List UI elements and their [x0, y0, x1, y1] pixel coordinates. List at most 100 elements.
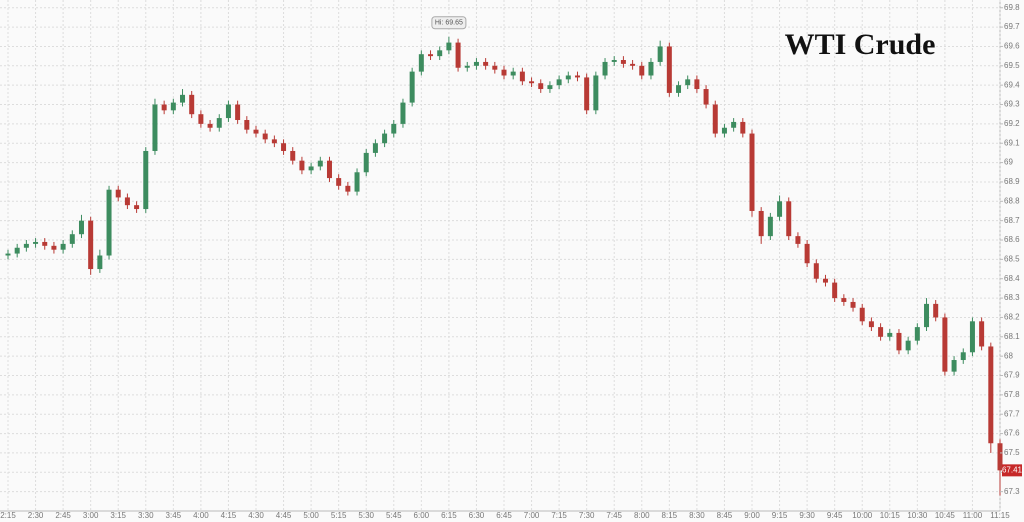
x-tick-label: 3:00 — [83, 511, 99, 520]
candle-body — [565, 75, 571, 80]
candle-body — [317, 160, 323, 167]
x-tick-label: 6:30 — [469, 511, 485, 520]
candle-body — [106, 189, 112, 256]
candle-body — [859, 307, 865, 322]
y-tick-label: 67.5 — [1004, 448, 1020, 457]
x-tick-label: 9:15 — [772, 511, 788, 520]
candle-body — [216, 118, 222, 128]
candle-body — [428, 54, 434, 57]
candle-body — [878, 327, 884, 337]
candle-body — [437, 50, 443, 57]
x-tick-label: 9:30 — [799, 511, 815, 520]
x-tick-label: 4:00 — [193, 511, 209, 520]
x-tick-label: 3:30 — [138, 511, 154, 520]
candle-body — [189, 94, 195, 115]
x-tick-label: 6:15 — [441, 511, 457, 520]
y-tick-label: 69.4 — [1004, 80, 1020, 89]
candle-body — [271, 139, 277, 144]
candle-body — [455, 42, 461, 68]
candle-body — [464, 65, 470, 68]
grid — [0, 0, 1001, 511]
candle-body — [942, 317, 948, 372]
annotation-box — [431, 16, 467, 30]
candles — [5, 36, 1003, 496]
y-tick-label: 68.4 — [1004, 274, 1020, 283]
candle-body — [88, 220, 94, 270]
candle-body — [924, 303, 930, 328]
candle-body — [933, 303, 939, 318]
x-tick-label: 3:45 — [166, 511, 182, 520]
candle-body — [207, 123, 213, 128]
candle-body — [666, 46, 672, 93]
x-tick-label: 5:45 — [386, 511, 402, 520]
x-tick-label: 2:45 — [55, 511, 71, 520]
candle-body — [841, 298, 847, 302]
candle-body — [529, 81, 535, 84]
candle-body — [731, 121, 737, 128]
candle-body — [630, 63, 636, 66]
x-tick-label: 6:00 — [414, 511, 430, 520]
x-tick-label: 7:15 — [551, 511, 567, 520]
x-tick-label: 8:45 — [717, 511, 733, 520]
candle-body — [648, 61, 654, 76]
candle-body — [703, 89, 709, 105]
candle-body — [593, 75, 599, 111]
candle-body — [124, 197, 130, 206]
x-tick-label: 6:45 — [496, 511, 512, 520]
candle-body — [244, 120, 250, 130]
candle-body — [712, 104, 718, 134]
candle-body — [161, 104, 167, 111]
candle-body — [620, 60, 626, 64]
candle-body — [198, 114, 204, 124]
x-tick-label: 5:15 — [331, 511, 347, 520]
annotation: Hi: 69.65 — [435, 20, 463, 27]
x-tick-label: 11:00 — [963, 511, 983, 520]
x-tick-label: 7:30 — [579, 511, 595, 520]
x-tick-label: 4:15 — [221, 511, 237, 520]
x-tick-label: 2:15 — [0, 511, 16, 520]
x-tick-label: 2:30 — [28, 511, 44, 520]
y-tick-label: 69 — [1004, 158, 1013, 167]
x-tick-label: 7:00 — [524, 511, 540, 520]
candle-body — [409, 71, 415, 103]
x-tick-label: 11:15 — [990, 511, 1010, 520]
candle-body — [804, 243, 810, 264]
y-tick-label: 68.2 — [1004, 313, 1020, 322]
candle-body — [345, 185, 351, 192]
candle-body — [299, 160, 305, 171]
candle-body — [721, 127, 727, 134]
candle-body — [492, 65, 498, 70]
candle-body — [143, 150, 149, 210]
y-tick-label: 67.7 — [1004, 409, 1020, 418]
y-tick-label: 68.5 — [1004, 254, 1020, 263]
candle-body — [832, 282, 838, 299]
y-tick-label: 69.1 — [1004, 138, 1020, 147]
candle-body — [326, 160, 332, 179]
candle-body — [225, 104, 231, 119]
x-tick-label: 9:45 — [827, 511, 843, 520]
y-tick-label: 69.5 — [1004, 61, 1020, 70]
candle-body — [400, 102, 406, 124]
last-price-label: 67.41 — [1002, 465, 1023, 474]
candle-body — [777, 201, 783, 217]
candle-body — [547, 85, 553, 90]
candle-body — [556, 79, 562, 86]
candle-body — [281, 143, 287, 151]
y-tick-label: 68.1 — [1004, 332, 1020, 341]
candle-body — [584, 77, 590, 111]
x-tick-label: 8:00 — [634, 511, 650, 520]
y-tick-label: 69.7 — [1004, 22, 1020, 31]
y-tick-label: 68.6 — [1004, 235, 1020, 244]
candle-body — [510, 71, 516, 76]
x-tick-label: 3:15 — [110, 511, 126, 520]
candle-body — [639, 65, 645, 76]
x-tick-label: 10:45 — [935, 511, 956, 520]
x-tick-label: 8:30 — [689, 511, 705, 520]
candle-body — [5, 253, 11, 256]
y-tick-label: 69.8 — [1004, 3, 1020, 12]
candle-body — [14, 247, 20, 254]
candle-body — [979, 321, 985, 347]
candle-body — [391, 123, 397, 134]
candle-body — [180, 94, 186, 103]
